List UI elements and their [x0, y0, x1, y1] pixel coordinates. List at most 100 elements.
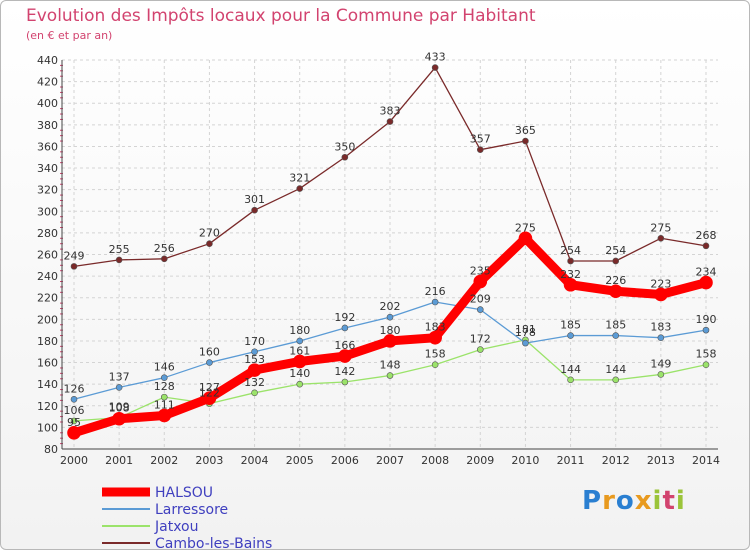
data-point-halsou — [428, 330, 442, 345]
chart-title: Evolution des Impôts locaux pour la Comm… — [26, 6, 536, 26]
y-tick-label: 300 — [37, 205, 58, 218]
data-point-larressore — [476, 306, 484, 313]
y-tick-label: 220 — [37, 292, 58, 305]
y-tick-label: 160 — [37, 357, 58, 370]
data-point-larressore — [522, 339, 529, 347]
data-point-jatxou — [70, 417, 78, 425]
data-point-halsou — [608, 284, 623, 299]
data-point-cambo-les-bains — [522, 137, 529, 145]
data-point-jatxou — [296, 380, 304, 388]
data-label-halsou: 232 — [560, 268, 581, 281]
data-label-larressore: 192 — [334, 311, 355, 324]
proxiti-logo: Proxiti — [582, 486, 686, 516]
data-point-halsou — [563, 277, 578, 292]
data-label-larressore: 137 — [109, 370, 130, 383]
y-tick-label: 80 — [44, 443, 58, 456]
data-label-halsou: 95 — [67, 416, 81, 429]
data-point-halsou — [157, 408, 172, 423]
data-label-jatxou: 122 — [199, 387, 220, 400]
data-point-larressore — [386, 313, 394, 321]
data-label-halsou: 108 — [109, 402, 130, 415]
data-point-halsou — [202, 391, 217, 406]
chart-legend: HALSOU Larressore Jatxou Cambo-les-Bains — [100, 484, 272, 552]
data-label-halsou: 127 — [199, 381, 220, 394]
data-point-halsou — [518, 231, 533, 246]
x-tick-label: 2006 — [331, 454, 359, 467]
data-point-halsou — [699, 275, 713, 290]
data-label-larressore: 190 — [696, 313, 717, 326]
y-tick-label: 320 — [37, 184, 58, 197]
data-point-cambo-les-bains — [702, 242, 710, 250]
data-point-halsou — [292, 354, 307, 369]
data-point-halsou — [247, 363, 262, 377]
data-point-cambo-les-bains — [386, 118, 394, 125]
data-label-jatxou: 142 — [334, 365, 355, 378]
y-tick-label: 140 — [37, 378, 58, 391]
legend-label-larressore: Larressore — [155, 501, 229, 518]
data-label-larressore: 185 — [605, 319, 626, 332]
data-point-halsou — [67, 425, 81, 440]
legend-swatch-larressore — [102, 508, 150, 510]
data-point-cambo-les-bains — [115, 256, 123, 264]
data-label-halsou: 161 — [289, 344, 310, 357]
legend-swatch-cambo-les-bains — [102, 542, 150, 544]
data-label-larressore: 185 — [560, 319, 581, 332]
y-tick-label: 100 — [37, 421, 58, 434]
y-tick-label: 360 — [37, 140, 58, 153]
data-point-halsou — [654, 287, 668, 302]
data-point-jatxou — [612, 376, 620, 384]
data-label-halsou: 111 — [154, 399, 175, 412]
data-label-cambo-les-bains: 301 — [244, 193, 265, 206]
data-label-larressore: 170 — [244, 335, 265, 348]
data-label-halsou: 183 — [425, 321, 446, 334]
legend-label-cambo-les-bains: Cambo-les-Bains — [155, 535, 273, 552]
data-point-jatxou — [476, 346, 484, 353]
data-label-cambo-les-bains: 365 — [515, 124, 536, 137]
data-label-cambo-les-bains: 433 — [425, 51, 446, 64]
logo-letter: o — [615, 486, 635, 516]
x-tick-label: 2001 — [105, 454, 133, 467]
data-point-cambo-les-bains — [567, 257, 574, 265]
data-point-cambo-les-bains — [657, 234, 665, 242]
data-point-larressore — [296, 337, 304, 345]
data-point-jatxou — [386, 372, 394, 379]
legend-swatch-halsou — [102, 487, 150, 497]
data-point-larressore — [206, 359, 213, 366]
logo-letter: i — [675, 486, 686, 516]
x-tick-label: 2013 — [647, 454, 675, 467]
data-label-cambo-les-bains: 270 — [199, 227, 220, 240]
data-point-cambo-les-bains — [431, 64, 439, 71]
data-label-jatxou: 144 — [605, 363, 626, 376]
data-label-halsou: 275 — [515, 221, 536, 234]
data-point-larressore — [160, 374, 168, 381]
data-label-jatxou: 158 — [425, 348, 446, 361]
x-tick-label: 2002 — [150, 454, 178, 467]
legend-swatch-jatxou — [102, 525, 150, 527]
data-label-halsou: 223 — [650, 277, 671, 290]
y-tick-label: 440 — [37, 54, 58, 67]
y-tick-label: 420 — [37, 76, 58, 89]
x-tick-label: 2012 — [602, 454, 630, 467]
data-label-halsou: 226 — [605, 274, 626, 287]
x-tick-label: 2014 — [692, 454, 720, 467]
y-tick-label: 260 — [37, 249, 58, 262]
legend-item-larressore: Larressore — [100, 501, 272, 518]
y-tick-label: 120 — [37, 400, 58, 413]
x-tick-label: 2007 — [376, 454, 404, 467]
data-label-larressore: 178 — [515, 326, 536, 339]
data-point-jatxou — [657, 371, 665, 378]
data-label-jatxou: 148 — [380, 359, 401, 372]
x-tick-label: 2003 — [195, 454, 223, 467]
data-label-larressore: 183 — [650, 321, 671, 334]
data-label-jatxou: 128 — [154, 380, 175, 393]
data-point-jatxou — [567, 376, 574, 384]
data-label-cambo-les-bains: 254 — [605, 244, 626, 257]
legend-item-cambo-les-bains: Cambo-les-Bains — [100, 535, 272, 552]
x-tick-label: 2010 — [511, 454, 539, 467]
data-point-jatxou — [160, 393, 168, 401]
data-label-cambo-les-bains: 321 — [289, 172, 310, 185]
y-tick-label: 280 — [37, 227, 58, 240]
data-label-larressore: 160 — [199, 346, 220, 359]
